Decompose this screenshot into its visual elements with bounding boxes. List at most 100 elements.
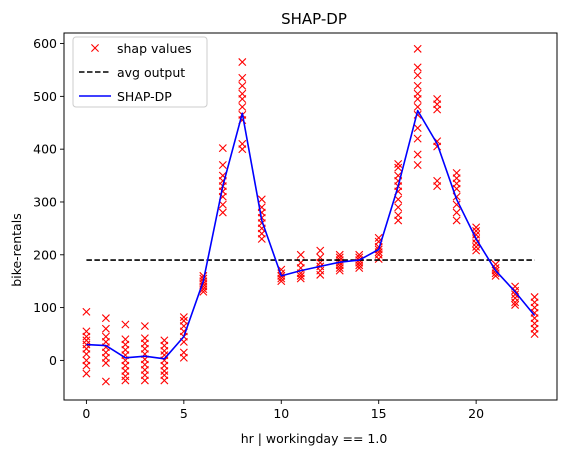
y-tick: 300	[33, 194, 64, 209]
shap-value-point	[121, 372, 130, 381]
shap-value-point	[257, 195, 266, 204]
shap-value-point	[511, 298, 520, 307]
shap-value-point	[335, 263, 344, 272]
shap-value-point	[101, 324, 110, 333]
legend-x-marker-icon	[91, 44, 99, 52]
x-tick-label: 0	[82, 406, 90, 421]
x-tick: 10	[273, 400, 289, 421]
shap-value-point	[511, 290, 520, 299]
x-axis-label: hr | workingday == 1.0	[241, 431, 388, 446]
shap-value-point	[82, 336, 91, 345]
shap-value-point	[472, 223, 481, 232]
shap-value-point	[82, 307, 91, 316]
y-axis: 0 100 200 300 400 500 600	[33, 36, 64, 368]
shap-value-point	[160, 366, 169, 375]
shap-value-point	[413, 150, 422, 159]
x-axis: 0 5 10 15 20	[82, 400, 484, 421]
shap-value-point	[121, 376, 130, 385]
shap-value-point	[140, 376, 149, 385]
shap-value-point	[452, 200, 461, 209]
legend-box	[72, 36, 208, 108]
shap-value-point	[238, 58, 247, 67]
shap-value-point	[296, 250, 305, 259]
legend-label-shap-dp: SHAP-DP	[117, 89, 172, 104]
x-tick-label: 10	[273, 406, 289, 421]
shap-value-point	[452, 208, 461, 217]
shap-value-point	[101, 359, 110, 368]
shap-value-point	[394, 203, 403, 212]
x-tick: 20	[468, 400, 484, 421]
x-tick: 0	[82, 400, 90, 421]
shap-value-point	[394, 195, 403, 204]
shap-value-point	[160, 376, 169, 385]
shap-value-point	[355, 261, 364, 270]
y-tick: 600	[33, 36, 64, 51]
shap-value-point	[82, 361, 91, 370]
shap-value-point	[511, 300, 520, 309]
shap-value-point	[413, 124, 422, 133]
shap-value-point	[277, 277, 286, 286]
shap-value-point	[413, 95, 422, 103]
shap-value-point	[374, 255, 383, 263]
y-tick-label: 400	[33, 142, 57, 157]
legend-x-marker	[91, 44, 99, 52]
shap-value-point	[82, 332, 91, 341]
x-tick: 5	[180, 400, 188, 421]
y-tick-label: 500	[33, 89, 57, 104]
shap-dp-series	[86, 109, 536, 360]
plot-frame	[63, 32, 558, 401]
legend: shap values avg output SHAP-DP	[72, 36, 208, 108]
shap-value-point	[472, 242, 481, 251]
shap-dp-line	[86, 109, 536, 360]
shap-value-point	[238, 95, 247, 103]
y-tick: 500	[33, 89, 64, 104]
x-tick-label: 20	[468, 406, 484, 421]
shap-value-point	[413, 81, 422, 90]
shap-value-point	[394, 159, 403, 168]
shap-value-point	[316, 270, 325, 279]
shap-value-point	[413, 71, 422, 80]
shap-value-point	[179, 353, 188, 362]
legend-entry-avg-output: avg output	[79, 65, 185, 80]
shap-value-point	[238, 73, 247, 82]
shap-value-point	[238, 145, 247, 154]
y-tick-label: 600	[33, 36, 57, 51]
y-tick: 100	[33, 300, 64, 315]
shap-value-point	[374, 248, 383, 257]
shap-value-point	[433, 182, 442, 191]
legend-label-shap-values: shap values	[117, 41, 192, 56]
x-tick-label: 5	[180, 406, 188, 421]
shap-value-point	[413, 134, 422, 143]
y-tick-label: 100	[33, 300, 57, 315]
shap-value-point	[335, 266, 344, 275]
shap-value-point	[101, 314, 110, 323]
shap-value-point	[413, 102, 422, 111]
shap-value-point	[277, 274, 286, 283]
legend-entry-shap-values: shap values	[91, 41, 192, 56]
shap-value-point	[218, 161, 227, 170]
shap-value-point	[140, 322, 149, 331]
chart-title: SHAP-DP	[281, 10, 347, 28]
legend-label-avg-output: avg output	[117, 65, 185, 80]
shap-value-point	[316, 266, 325, 275]
y-tick-label: 300	[33, 194, 57, 209]
y-axis-label: bike-rentals	[9, 213, 24, 286]
shap-value-point	[472, 239, 481, 248]
shap-value-point	[218, 144, 227, 153]
shap-value-point	[355, 263, 364, 272]
shap-value-point	[296, 271, 305, 280]
shap-value-point	[101, 377, 110, 386]
shap-value-point	[121, 320, 130, 329]
shap-value-point	[160, 346, 169, 355]
shap-value-point	[238, 102, 247, 111]
shap-value-point	[218, 200, 227, 209]
shap-value-point	[413, 44, 422, 53]
shap-value-point	[413, 161, 422, 170]
shap-value-point	[413, 63, 422, 72]
shap-value-point	[491, 269, 500, 278]
legend-entry-shap-dp: SHAP-DP	[79, 89, 172, 104]
shap-value-point	[179, 313, 188, 322]
y-tick: 400	[33, 142, 64, 157]
shap-value-point	[472, 246, 481, 255]
